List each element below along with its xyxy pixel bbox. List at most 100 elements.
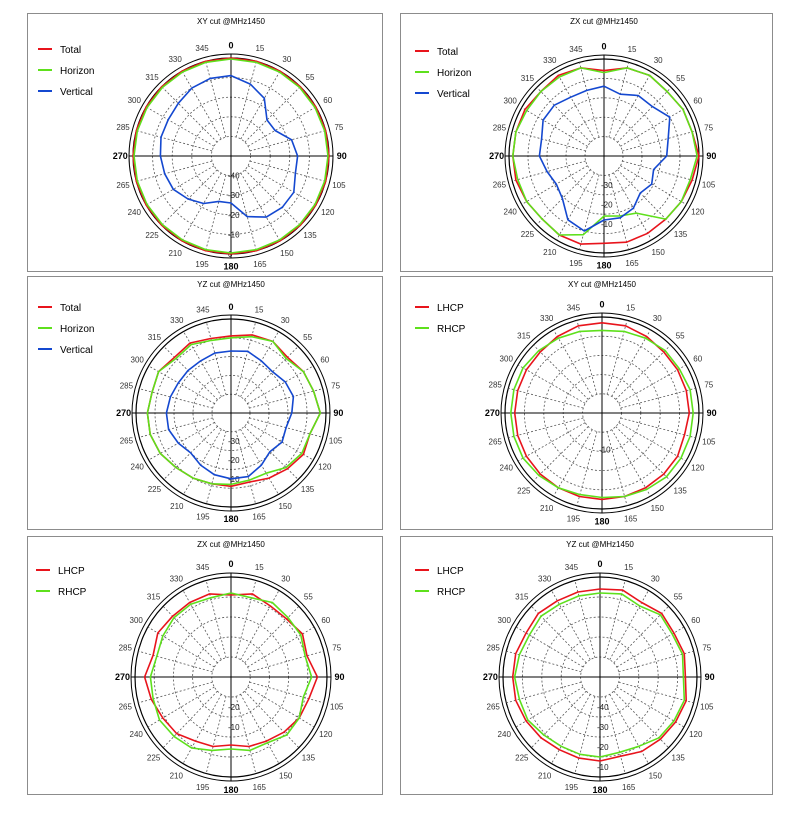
- chart-title: YZ cut @MHz1450: [566, 540, 634, 549]
- angle-tick-label: 300: [500, 354, 514, 363]
- grid-spoke: [161, 86, 218, 143]
- radial-label: -30: [228, 437, 240, 446]
- grid-spoke: [235, 580, 257, 658]
- angle-tick-label: 225: [515, 754, 529, 763]
- radial-label: -30: [228, 191, 240, 200]
- angle-tick-label: 15: [628, 45, 637, 54]
- angle-tick-label: 165: [252, 513, 266, 522]
- grid-spoke: [536, 87, 591, 143]
- angle-tick-label: 105: [332, 181, 346, 190]
- angle-tick-label: 240: [500, 464, 514, 473]
- grid-spoke: [249, 650, 324, 673]
- legend-label: RHCP: [437, 587, 466, 598]
- grid-spoke: [574, 696, 596, 774]
- angle-tick-label: 265: [119, 703, 133, 712]
- angle-tick-label: 345: [196, 563, 210, 572]
- grid-spoke: [249, 388, 323, 409]
- chart-title: XY cut @MHz1450: [568, 280, 637, 289]
- angle-tick-label: 330: [543, 56, 557, 65]
- grid-spoke: [145, 165, 215, 206]
- grid-spoke: [576, 431, 598, 506]
- grid-spoke: [616, 686, 685, 728]
- angle-tick-label: 270: [489, 151, 504, 161]
- grid-spoke: [244, 346, 299, 400]
- grid-spoke: [247, 686, 315, 728]
- grid-spoke: [240, 331, 279, 397]
- grid-spoke: [247, 422, 314, 461]
- angle-tick-label: 180: [223, 262, 238, 272]
- angle-tick-label: 285: [119, 643, 133, 652]
- angle-tick-label: 135: [674, 486, 688, 495]
- series-line-lhcp: [143, 593, 319, 748]
- grid-spoke: [512, 160, 586, 182]
- grid-spoke: [515, 626, 584, 668]
- legend-label: LHCP: [437, 566, 464, 577]
- angle-tick-label: 150: [649, 772, 663, 781]
- radial-label: -10: [228, 723, 240, 732]
- grid-spoke: [551, 694, 591, 764]
- legend-label: Vertical: [437, 89, 470, 100]
- grid-spoke: [235, 696, 257, 774]
- radial-label: -20: [228, 211, 240, 220]
- angle-tick-label: 225: [147, 754, 161, 763]
- angle-tick-label: 265: [116, 181, 130, 190]
- angle-tick-label: 60: [693, 97, 702, 106]
- angle-tick-label: 265: [493, 181, 507, 190]
- angle-tick-label: 265: [489, 437, 503, 446]
- series-line-lhcp: [511, 588, 688, 762]
- radial-label: -10: [599, 445, 611, 454]
- angle-tick-label: 180: [223, 514, 238, 524]
- angle-tick-label: 270: [483, 672, 498, 682]
- grid-spoke: [240, 694, 280, 764]
- grid-spoke: [139, 388, 213, 409]
- grid-spoke: [613, 71, 652, 140]
- radial-label: -30: [601, 181, 613, 190]
- series-line-total: [132, 57, 330, 255]
- series-line-vertical: [165, 350, 295, 480]
- grid-spoke: [206, 431, 227, 504]
- angle-tick-label: 330: [170, 316, 184, 325]
- grid-spoke: [611, 329, 651, 397]
- polar-chart-svg: YZ cut @MHz1450 0 15 30 55 60 75 90 105 120 135 150…: [38, 280, 343, 524]
- angle-tick-label: 285: [487, 643, 501, 652]
- radial-label: -30: [597, 723, 609, 732]
- angle-tick-label: 165: [625, 259, 639, 268]
- grid-spoke: [618, 681, 694, 704]
- grid-spoke: [620, 165, 687, 205]
- grid-spoke: [508, 417, 584, 439]
- angle-tick-label: 330: [540, 314, 554, 323]
- grid-spoke: [620, 107, 687, 147]
- radial-label: -40: [228, 172, 240, 181]
- grid-spoke: [618, 650, 694, 673]
- angle-tick-label: 270: [115, 672, 130, 682]
- grid-spoke: [533, 426, 589, 482]
- angle-tick-label: 165: [253, 260, 267, 269]
- radial-label: -20: [228, 703, 240, 712]
- angle-tick-label: 60: [323, 96, 332, 105]
- grid-spoke: [618, 364, 687, 404]
- angle-tick-label: 345: [565, 563, 579, 572]
- grid-spoke: [604, 580, 626, 658]
- series-line-rhcp: [149, 592, 313, 752]
- angle-tick-label: 195: [569, 259, 583, 268]
- angle-tick-label: 330: [168, 55, 182, 64]
- grid-spoke: [145, 106, 215, 147]
- angle-tick-label: 285: [120, 381, 134, 390]
- grid-spoke: [205, 174, 227, 251]
- angle-tick-label: 15: [255, 563, 264, 572]
- grid-spoke: [553, 429, 593, 497]
- series-line-vertical: [538, 85, 671, 232]
- angle-tick-label: 0: [601, 41, 606, 51]
- angle-tick-label: 55: [676, 74, 685, 83]
- angle-tick-label: 315: [515, 592, 529, 601]
- polar-chart-5: ZX cut @MHz1450 0 15 30 55 60 75 90 105 120 135 150…: [27, 536, 383, 795]
- angle-tick-label: 225: [521, 230, 535, 239]
- grid-spoke: [556, 172, 595, 241]
- angle-tick-label: 105: [700, 703, 714, 712]
- grid-spoke: [240, 590, 280, 660]
- grid-spoke: [553, 329, 593, 397]
- grid-spoke: [205, 580, 227, 658]
- angle-tick-label: 55: [304, 592, 313, 601]
- angle-tick-label: 75: [334, 123, 343, 132]
- grid-spoke: [136, 160, 213, 182]
